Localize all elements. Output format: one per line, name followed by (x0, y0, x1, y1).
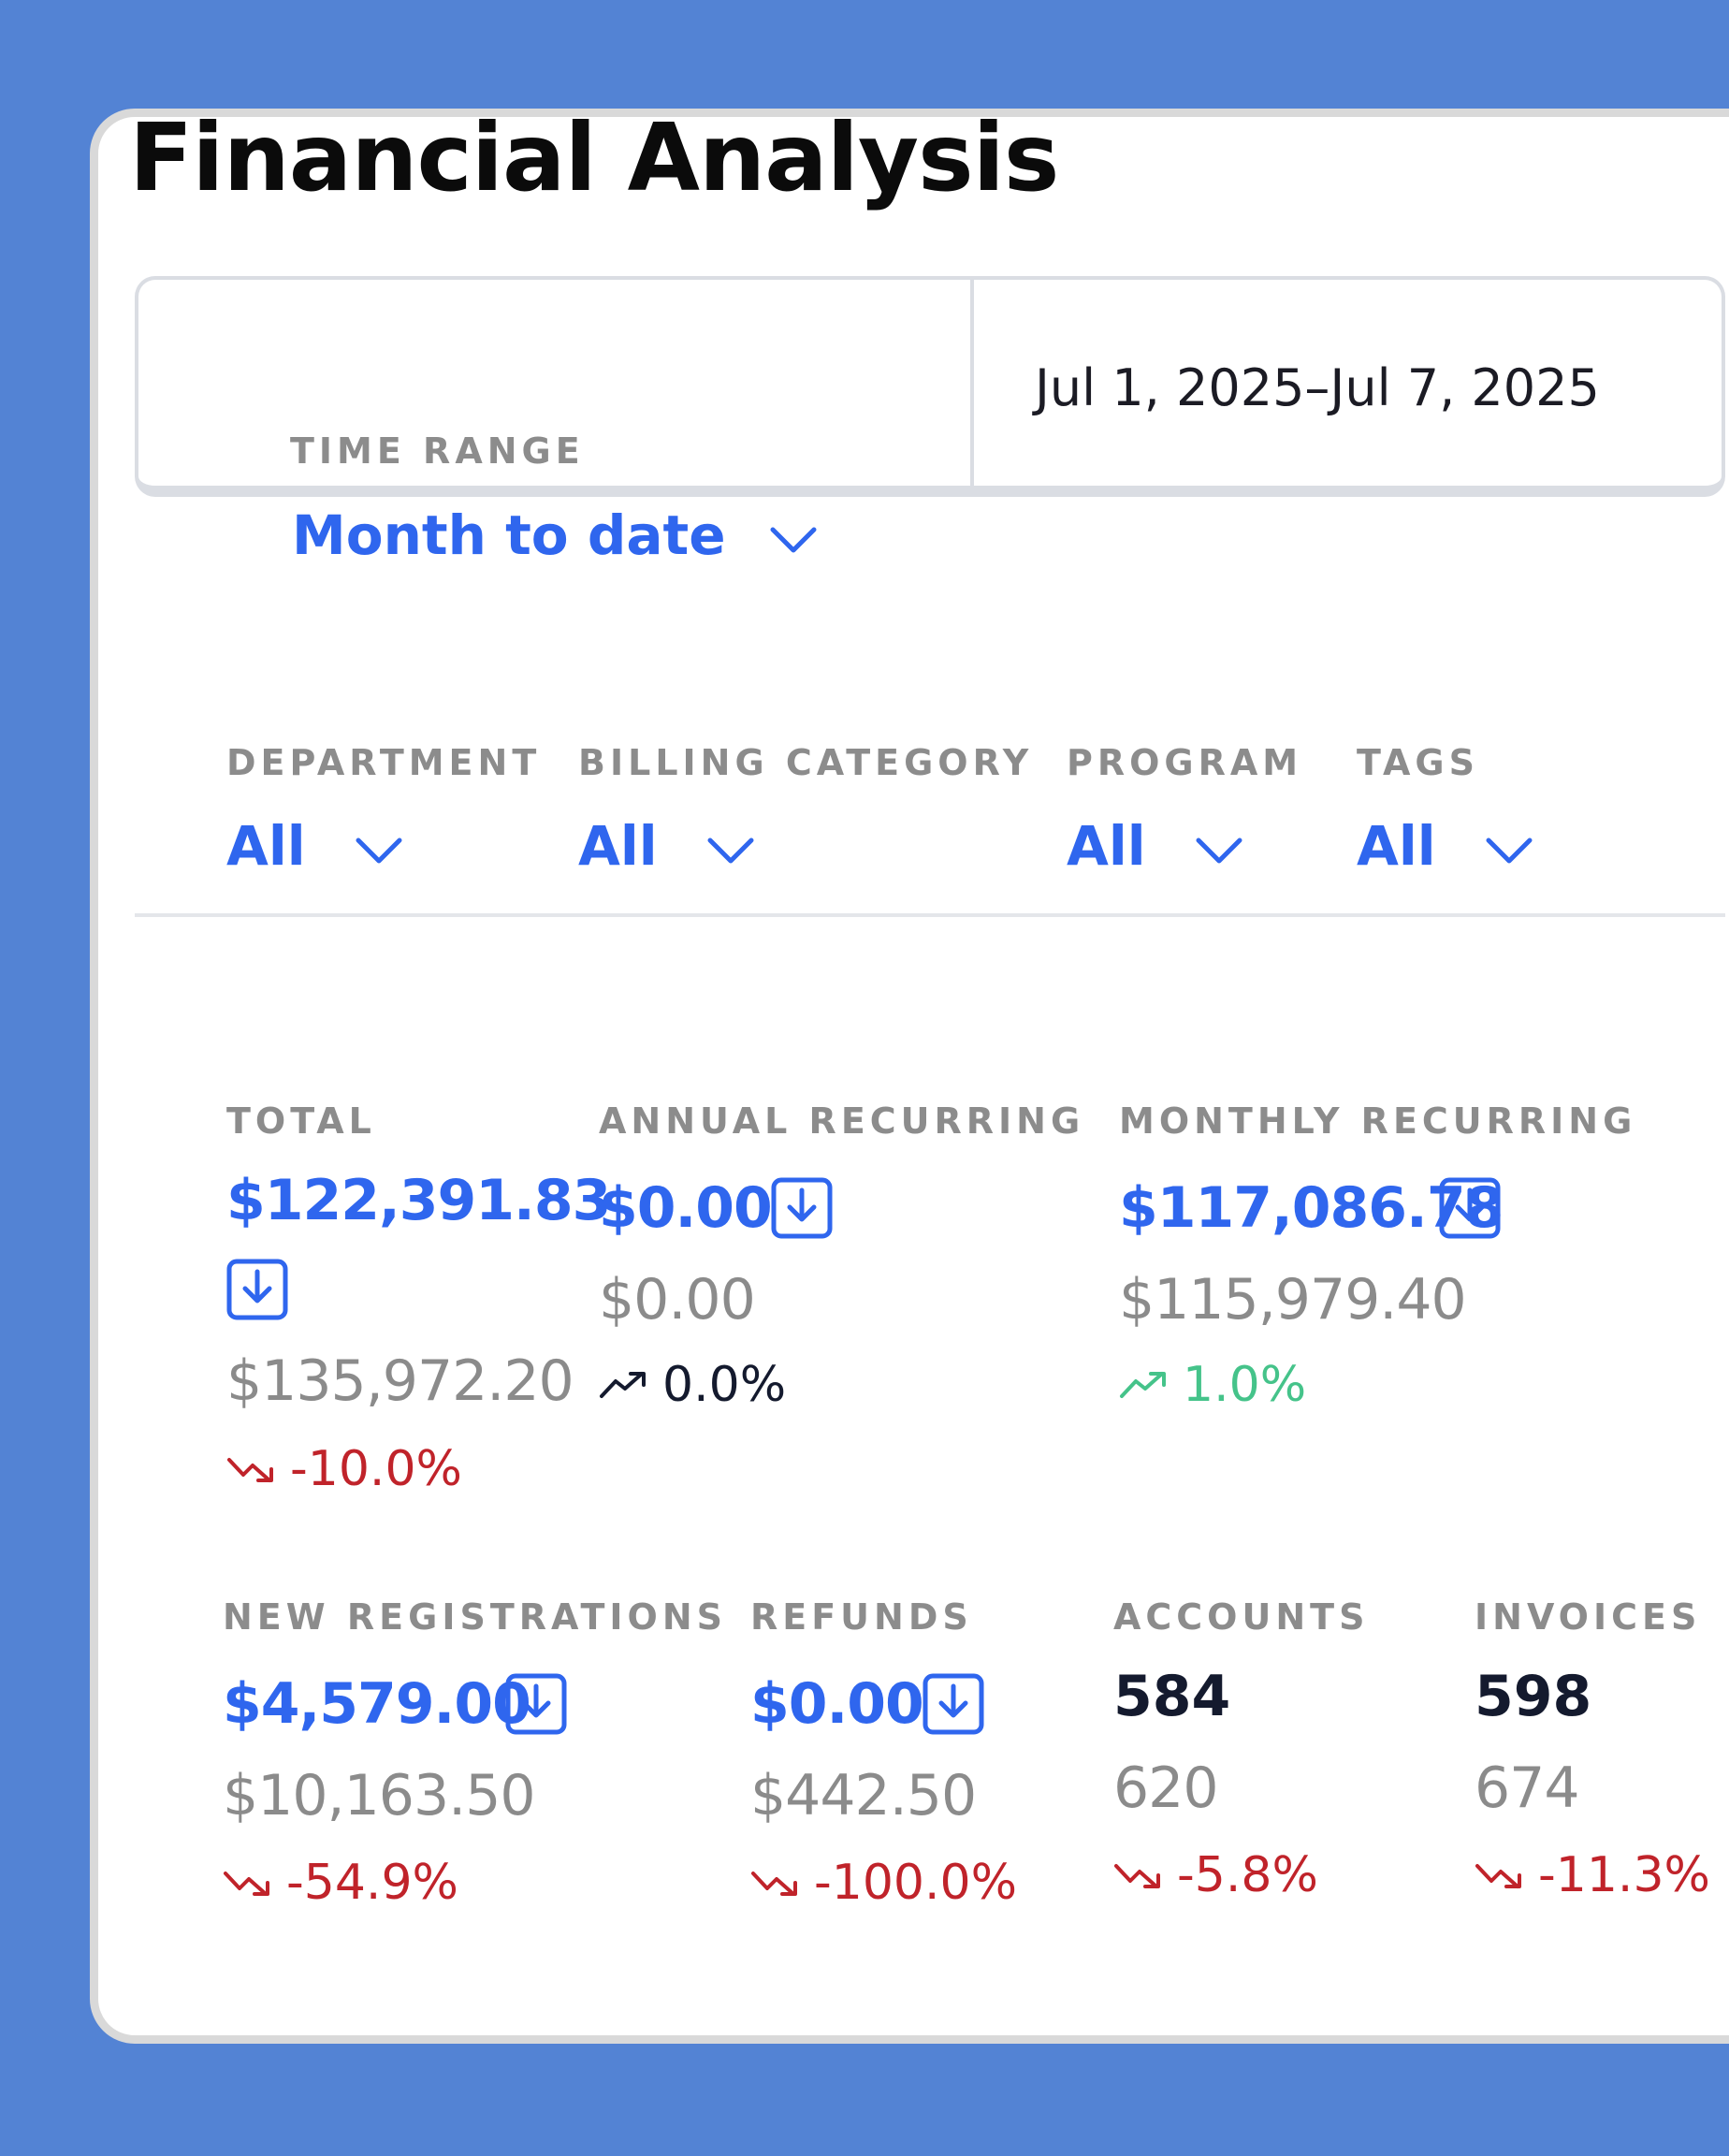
time-range-label: TIME RANGE (290, 430, 585, 472)
metric-label-new-registrations: NEW REGISTRATIONS (223, 1596, 727, 1638)
trend-down-icon (227, 1458, 273, 1482)
metric-value-total: $122,391.83 (226, 1168, 611, 1233)
filter-value-billing-category: All (578, 814, 658, 878)
metric-previous-monthly-recurring: $115,979.40 (1119, 1267, 1467, 1333)
filter-dropdown-program[interactable]: All (1067, 814, 1245, 878)
financial-analysis-card (90, 109, 1729, 2044)
filter-dropdown-department[interactable]: All (226, 814, 405, 878)
metric-value-accounts: 584 (1113, 1664, 1231, 1729)
time-range-divider (970, 276, 974, 497)
metric-label-refunds: REFUNDS (750, 1596, 973, 1638)
metric-change-new-registrations: -54.9% (223, 1855, 458, 1911)
metric-label-annual-recurring: ANNUAL RECURRING (599, 1100, 1085, 1142)
trend-down-icon (1114, 1864, 1160, 1888)
download-icon[interactable] (226, 1259, 288, 1320)
trend-down-icon (1475, 1864, 1521, 1888)
time-range-panel (135, 276, 1725, 497)
chevron-down-icon (1486, 838, 1533, 864)
chevron-down-icon (356, 838, 402, 864)
filter-label-department: DEPARTMENT (226, 742, 542, 783)
metric-value-refunds: $0.00 (750, 1671, 924, 1737)
metric-previous-annual-recurring: $0.00 (599, 1267, 756, 1333)
metric-change-refunds: -100.0% (750, 1855, 1017, 1911)
metric-change-monthly-recurring: 1.0% (1119, 1357, 1306, 1413)
section-divider (135, 913, 1725, 917)
filter-label-billing-category: BILLING CATEGORY (578, 742, 1034, 783)
metric-change-total-text: -10.0% (290, 1441, 462, 1497)
metric-value-invoices: 598 (1475, 1664, 1592, 1729)
download-icon[interactable] (771, 1177, 833, 1239)
page-title: Financial Analysis (129, 103, 1059, 212)
download-icon[interactable] (505, 1673, 567, 1735)
trend-up-icon (1120, 1372, 1166, 1398)
trend-up-icon (600, 1372, 646, 1398)
filter-dropdown-tags[interactable]: All (1357, 814, 1535, 878)
filter-label-program: PROGRAM (1067, 742, 1303, 783)
trend-down-icon (224, 1872, 269, 1896)
metric-label-invoices: INVOICES (1475, 1596, 1702, 1638)
download-icon[interactable] (923, 1673, 984, 1735)
metric-value-annual-recurring: $0.00 (599, 1175, 773, 1241)
metric-previous-new-registrations: $10,163.50 (223, 1763, 536, 1828)
filter-label-tags: TAGS (1357, 742, 1479, 783)
date-range-text[interactable]: Jul 1, 2025–Jul 7, 2025 (1035, 358, 1600, 417)
metric-label-monthly-recurring: MONTHLY RECURRING (1119, 1100, 1637, 1142)
time-range-value: Month to date (292, 503, 726, 567)
filter-dropdown-billing-category[interactable]: All (578, 814, 757, 878)
time-range-dropdown[interactable]: Month to date (292, 503, 820, 567)
filter-value-department: All (226, 814, 306, 878)
metric-change-accounts-text: -5.8% (1177, 1847, 1318, 1903)
chevron-down-icon (770, 527, 817, 553)
trend-down-icon (751, 1872, 797, 1896)
download-icon[interactable] (1439, 1177, 1501, 1239)
metric-previous-refunds: $442.50 (750, 1763, 977, 1828)
metric-change-invoices: -11.3% (1475, 1847, 1710, 1903)
metric-change-annual-recurring-text: 0.0% (662, 1357, 787, 1413)
metric-value-new-registrations: $4,579.00 (223, 1671, 531, 1737)
metric-label-accounts: ACCOUNTS (1113, 1596, 1370, 1638)
metric-change-monthly-recurring-text: 1.0% (1183, 1357, 1307, 1413)
metric-label-total: TOTAL (226, 1100, 376, 1142)
metric-previous-accounts: 620 (1113, 1755, 1219, 1821)
metric-change-annual-recurring: 0.0% (599, 1357, 786, 1413)
metric-previous-total: $135,972.20 (226, 1348, 574, 1414)
metric-change-total: -10.0% (226, 1441, 462, 1497)
chevron-down-icon (707, 838, 754, 864)
metric-change-new-registrations-text: -54.9% (286, 1855, 458, 1911)
filter-value-tags: All (1357, 814, 1436, 878)
metric-change-accounts: -5.8% (1113, 1847, 1318, 1903)
filter-value-program: All (1067, 814, 1146, 878)
metric-previous-invoices: 674 (1475, 1755, 1580, 1821)
metric-change-refunds-text: -100.0% (814, 1855, 1018, 1911)
metric-change-invoices-text: -11.3% (1538, 1847, 1710, 1903)
chevron-down-icon (1196, 838, 1242, 864)
